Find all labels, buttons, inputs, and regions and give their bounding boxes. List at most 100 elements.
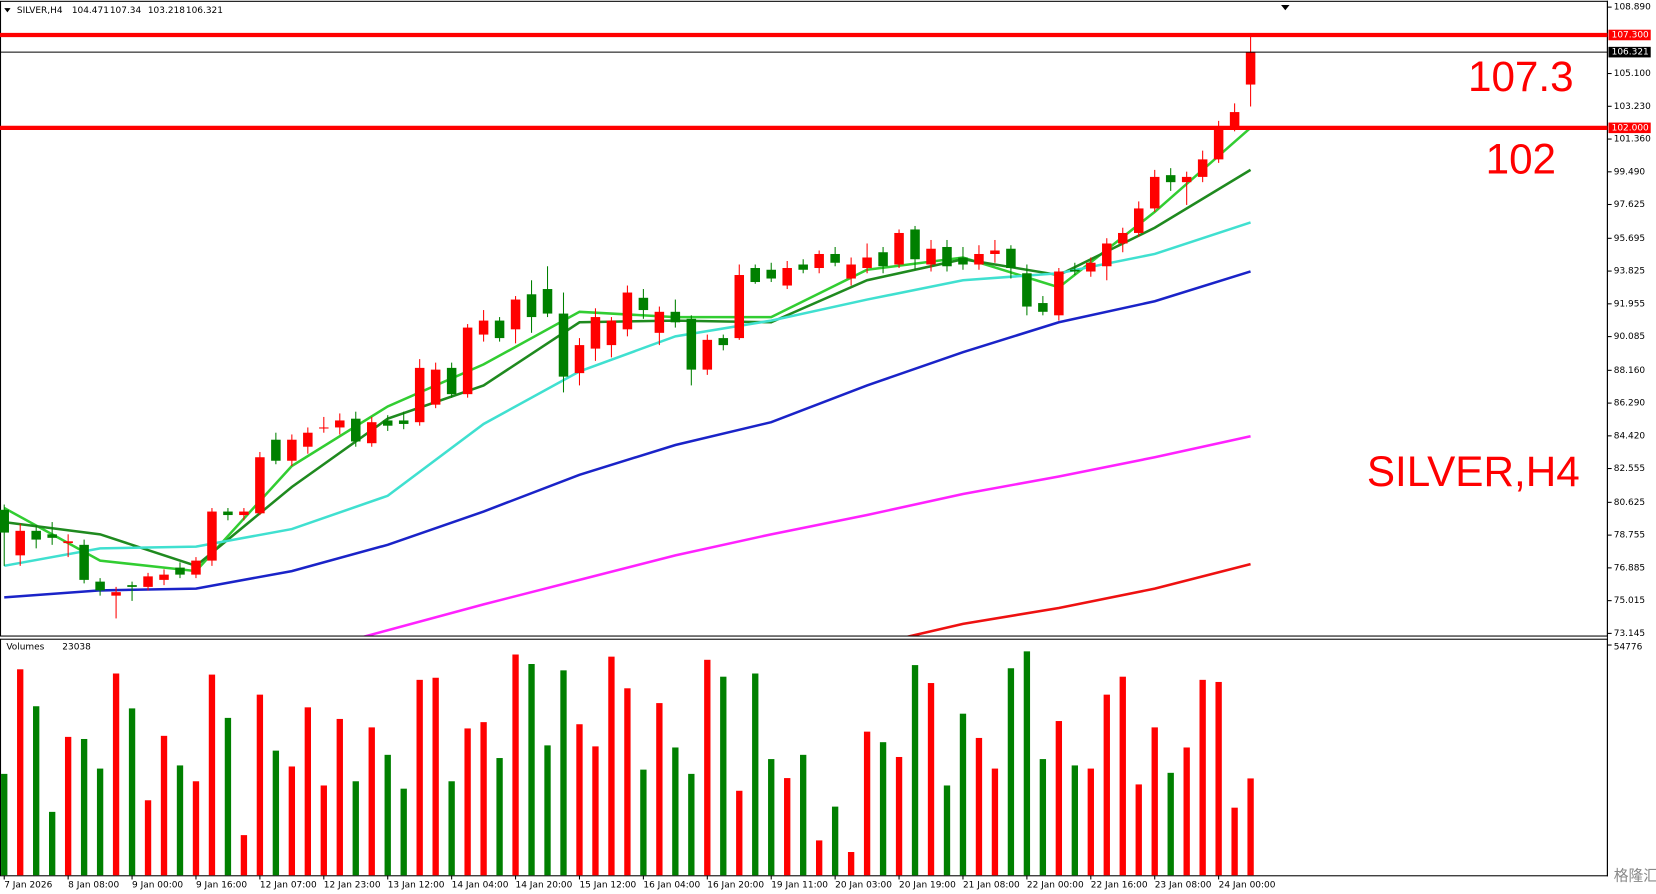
candle-body	[15, 530, 25, 556]
candle-body	[846, 264, 856, 279]
volume-bar	[320, 785, 327, 876]
volume-bar	[144, 800, 152, 876]
candle-body	[542, 289, 553, 314]
volume-bar	[544, 745, 551, 876]
y-tick-label: 84.420	[1614, 431, 1646, 441]
candle-body	[0, 509, 9, 533]
volume-bar	[112, 673, 120, 876]
moving-average	[4, 270, 1251, 599]
y-tick-label: 90.085	[1614, 332, 1645, 342]
x-tick-label: 15 Jan 12:00	[579, 880, 636, 890]
candle-body	[1229, 112, 1240, 127]
candle-body	[894, 232, 904, 265]
candle-body	[143, 576, 153, 587]
x-tick-label: 22 Jan 00:00	[1027, 880, 1084, 890]
volume-bar	[416, 679, 423, 876]
x-tick-label: 9 Jan 00:00	[132, 880, 183, 890]
candle-body	[718, 338, 729, 346]
volume-bar	[1119, 676, 1126, 876]
annotation: 107.3	[1468, 53, 1574, 100]
header-ohlc: 106.321	[186, 6, 223, 16]
volume-bar	[128, 708, 136, 876]
volume-bar	[17, 669, 24, 876]
candle-body	[303, 432, 313, 447]
candle-body	[1133, 208, 1144, 233]
candle-body	[287, 439, 297, 461]
volume-bar	[991, 768, 999, 876]
candle-body	[1197, 159, 1208, 177]
volume-bar	[736, 790, 743, 876]
candle-body	[430, 369, 441, 405]
volume-bar	[1215, 681, 1222, 876]
volume-bar	[959, 713, 967, 876]
volume-bar	[975, 737, 983, 876]
x-tick-label: 14 Jan 20:00	[516, 880, 573, 890]
candle-body	[1070, 269, 1080, 272]
candle-body	[319, 427, 329, 429]
volume-bar	[1167, 772, 1174, 876]
volume-bar	[352, 781, 359, 876]
candle-body	[191, 560, 201, 575]
y-tick-label: 101.360	[1614, 135, 1651, 145]
candle-body	[734, 275, 745, 339]
volume-bar	[432, 677, 439, 876]
y-tick-label: 54776	[1614, 643, 1643, 653]
volume-bar	[1039, 759, 1047, 876]
volume-bar	[224, 717, 232, 876]
x-tick-label: 12 Jan 23:00	[324, 880, 381, 890]
x-tick-label: 21 Jan 08:00	[963, 880, 1020, 890]
volume-bar	[336, 718, 343, 876]
volume-bar	[688, 773, 695, 876]
candle-body	[830, 253, 840, 263]
volume-bar	[176, 765, 184, 876]
candle-body	[79, 544, 89, 580]
volume-bar	[1247, 778, 1254, 876]
volume-title: Volumes	[6, 643, 44, 653]
x-tick-label: 14 Jan 04:00	[452, 880, 509, 890]
candle-body	[271, 439, 281, 461]
candle-body	[398, 420, 409, 424]
y-tick-label: 91.955	[1614, 299, 1645, 309]
x-tick-label: 22 Jan 16:00	[1091, 880, 1148, 890]
volume-bar	[815, 840, 823, 876]
volume-bar	[879, 742, 887, 876]
volume-bar	[800, 754, 807, 876]
y-tick-label: 88.160	[1614, 366, 1646, 376]
x-tick-label: 9 Jan 16:00	[196, 880, 247, 890]
volume-bar	[400, 788, 407, 876]
y-tick-label: 93.825	[1614, 267, 1645, 277]
volume-bar	[480, 722, 487, 876]
candle-body	[1086, 262, 1096, 272]
candle-body	[702, 339, 713, 370]
header-ohlc: 107.34	[110, 6, 142, 16]
y-tick-label: 82.555	[1614, 464, 1645, 474]
candle-body	[111, 592, 121, 596]
volume-bar	[512, 654, 519, 876]
candle-body	[974, 253, 984, 265]
y-tick-label: 78.755	[1614, 531, 1645, 541]
candle-body	[462, 327, 473, 395]
volume-bar	[895, 756, 903, 876]
candle-body	[207, 511, 217, 561]
volume-bar	[1007, 668, 1015, 876]
candle-body	[782, 268, 792, 286]
x-tick-label: 16 Jan 20:00	[707, 880, 764, 890]
candle-body	[446, 367, 457, 395]
annotation: SILVER,H4	[1367, 448, 1580, 495]
candle-body	[574, 345, 585, 374]
candle-body	[366, 422, 377, 444]
volume-bar	[576, 724, 583, 876]
candle-body	[862, 257, 872, 269]
candle-body	[878, 252, 888, 267]
candle-body	[47, 534, 57, 538]
volume-bar	[1199, 679, 1206, 876]
x-tick-label: 16 Jan 04:00	[643, 880, 700, 890]
volume-bar	[48, 811, 56, 876]
shift-marker	[1281, 5, 1290, 11]
candle-body	[814, 253, 824, 269]
candle-body	[127, 585, 137, 587]
candle-body	[590, 317, 601, 349]
candle-body	[1054, 271, 1064, 316]
